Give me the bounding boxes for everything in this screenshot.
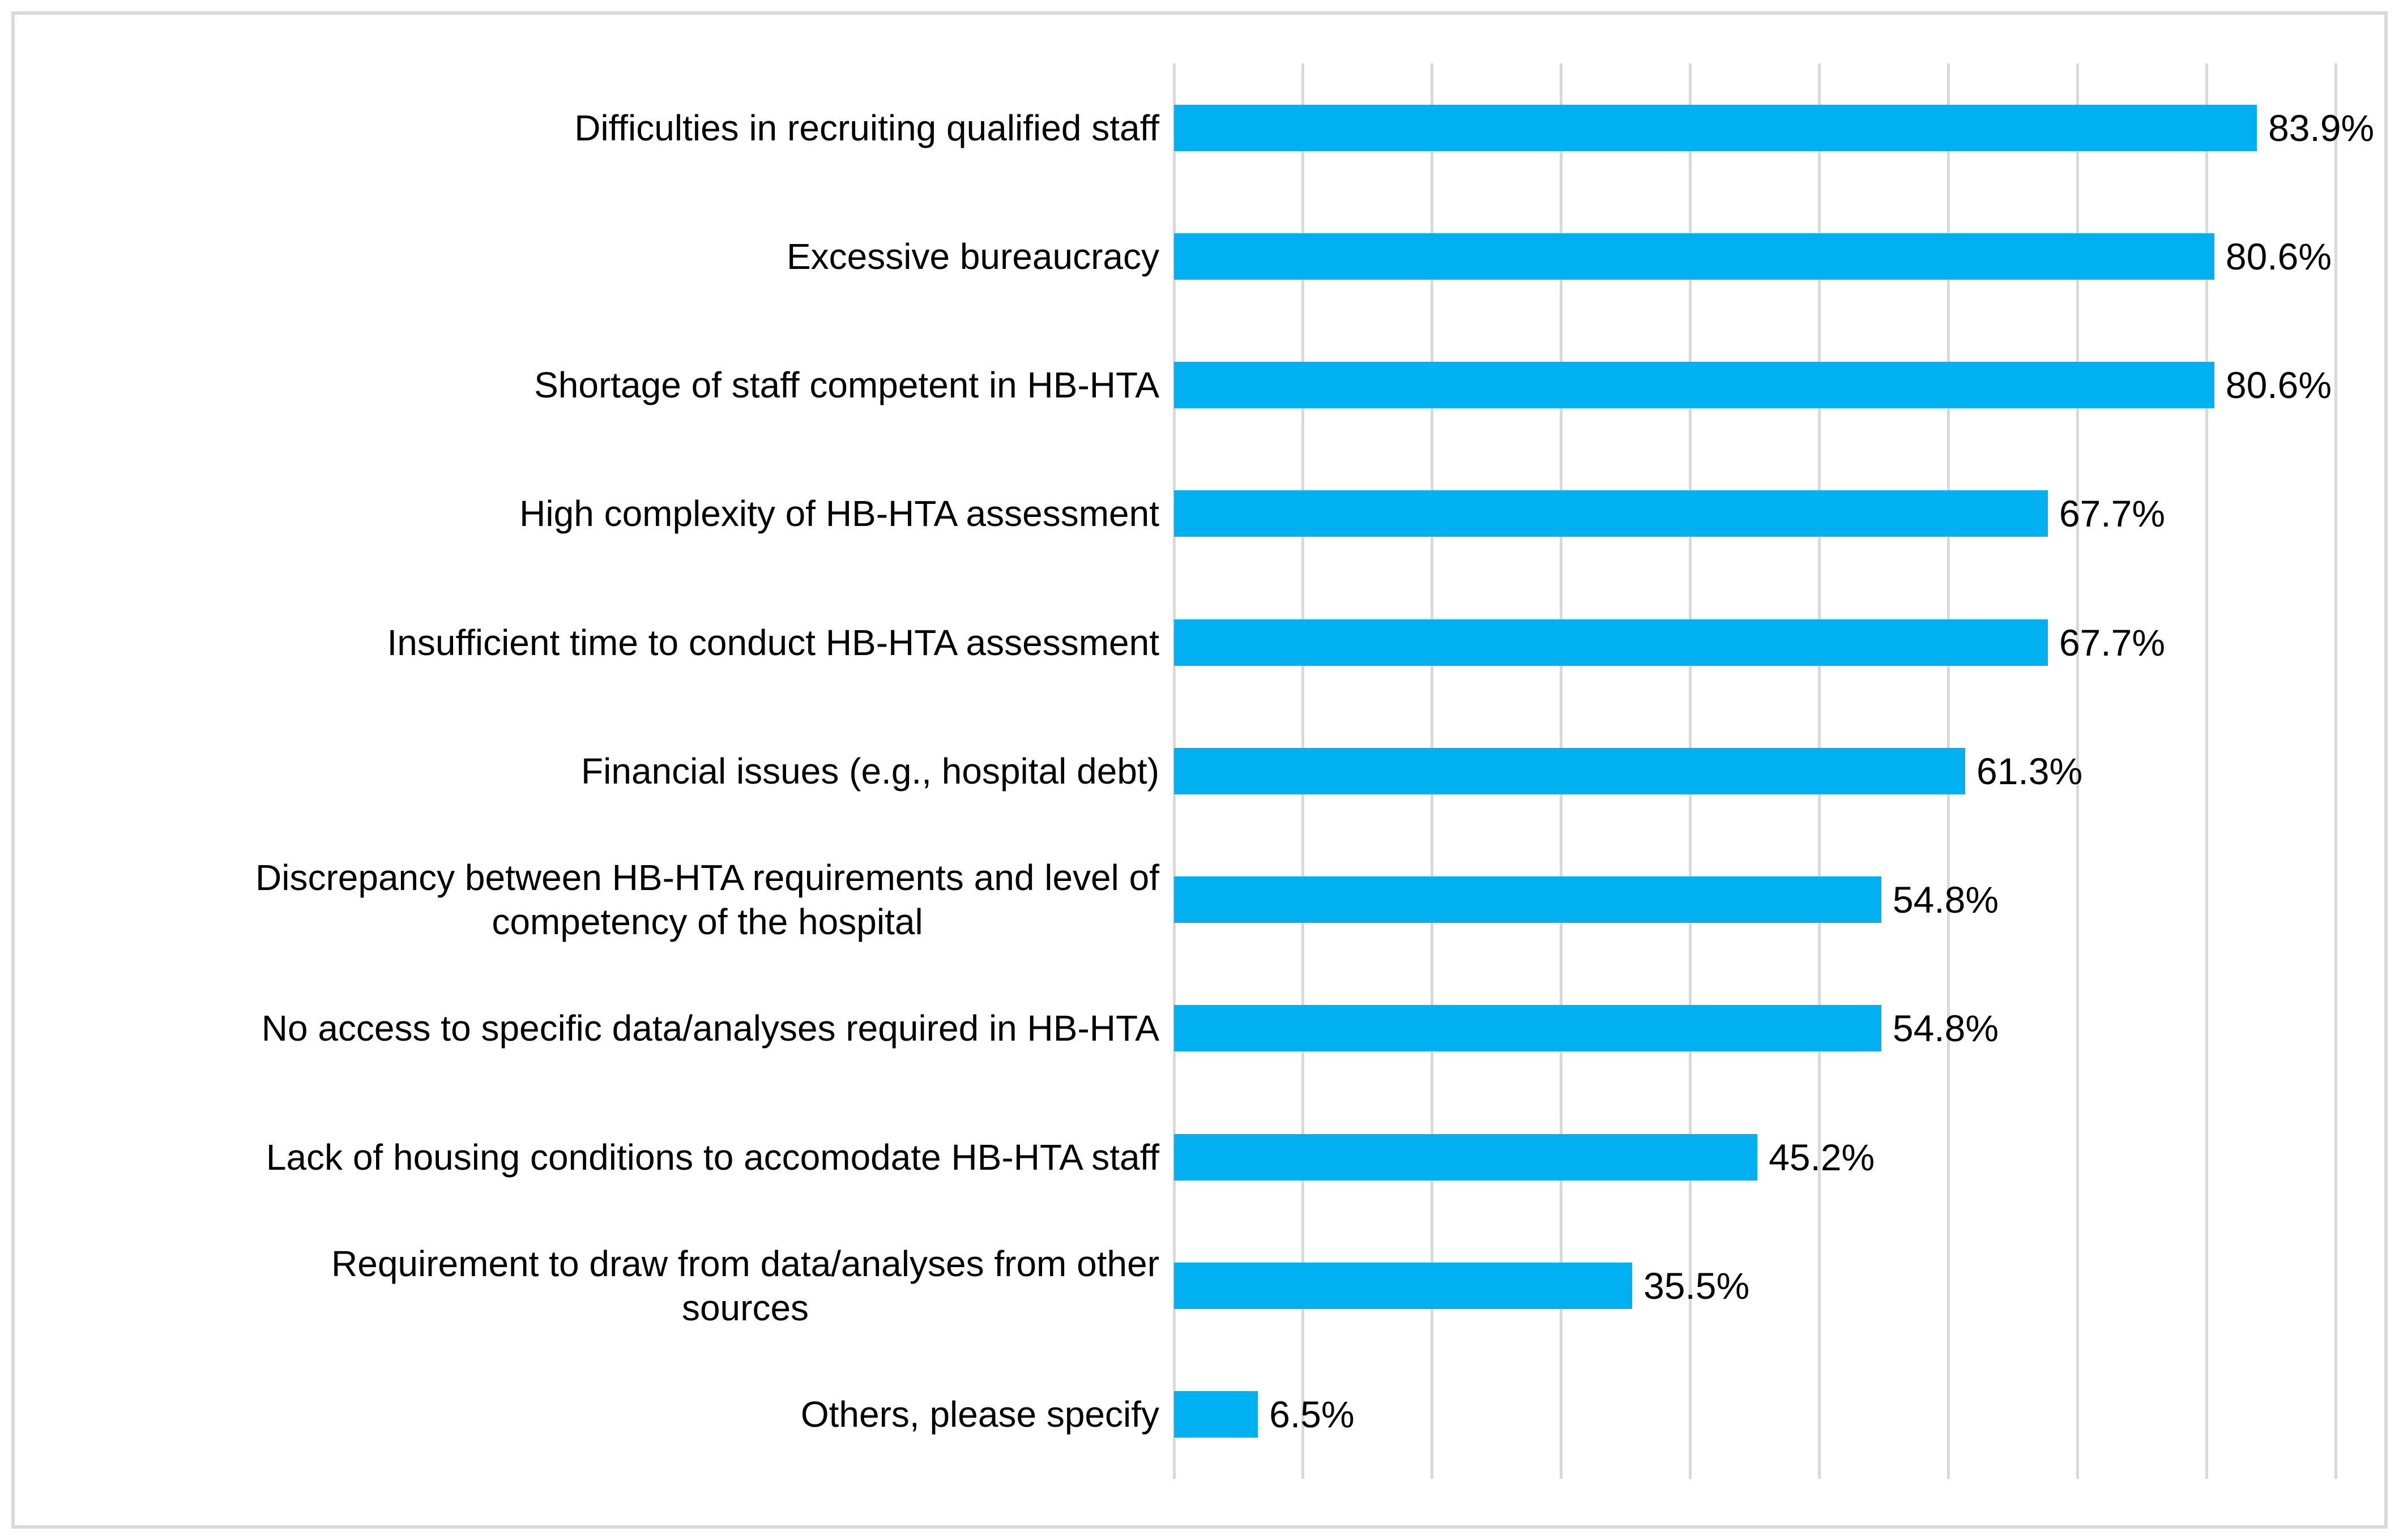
bar <box>1174 619 2048 666</box>
category-label-cell: Insufficient time to conduct HB-HTA asse… <box>15 621 1174 665</box>
gridline-90pct <box>2334 63 2337 1479</box>
value-label: 54.8% <box>1892 1007 1999 1050</box>
category-label-cell: Lack of housing conditions to accomodate… <box>15 1135 1174 1179</box>
chart-row: Financial issues (e.g., hospital debt) 6… <box>15 707 2384 835</box>
gridline-70pct <box>2076 63 2079 1479</box>
bar <box>1174 490 2048 537</box>
bar-area: 80.6% <box>1174 321 2384 450</box>
bar <box>1174 104 2257 151</box>
value-label: 54.8% <box>1892 879 1999 921</box>
bar <box>1174 1391 1258 1438</box>
value-label: 80.6% <box>2225 364 2332 407</box>
chart-row: Difficulties in recruiting qualified sta… <box>15 63 2384 192</box>
category-label: Difficulties in recruiting qualified sta… <box>574 107 1159 148</box>
category-label-cell: High complexity of HB-HTA assessment <box>15 491 1174 536</box>
bar <box>1174 1133 1758 1180</box>
bar-area: 6.5% <box>1174 1350 2384 1479</box>
bar-area: 54.8% <box>1174 964 2384 1093</box>
chart-row: Discrepancy between HB-HTA requirements … <box>15 836 2384 964</box>
category-label-cell: Difficulties in recruiting qualified sta… <box>15 106 1174 150</box>
category-label: Insufficient time to conduct HB-HTA asse… <box>387 622 1159 663</box>
bar <box>1174 1005 1881 1052</box>
gridline-80pct <box>2205 63 2208 1479</box>
chart-row: Shortage of staff competent in HB-HTA 80… <box>15 321 2384 450</box>
bar-area: 67.7% <box>1174 450 2384 578</box>
bar-area: 45.2% <box>1174 1093 2384 1221</box>
chart-row: No access to specific data/analyses requ… <box>15 964 2384 1093</box>
category-label-cell: Requirement to draw from data/analyses f… <box>15 1242 1174 1330</box>
category-label-cell: No access to specific data/analyses requ… <box>15 1006 1174 1050</box>
category-label-cell: Discrepancy between HB-HTA requirements … <box>15 855 1174 944</box>
chart-canvas: Difficulties in recruiting qualified sta… <box>15 15 2384 1525</box>
value-label: 83.9% <box>2268 106 2375 149</box>
bar <box>1174 362 2214 409</box>
value-label: 45.2% <box>1769 1136 1875 1178</box>
category-label: Discrepancy between HB-HTA requirements … <box>255 857 1159 943</box>
category-label-cell: Others, please specify <box>15 1392 1174 1436</box>
bar-rows: Difficulties in recruiting qualified sta… <box>15 63 2384 1479</box>
chart-frame: Difficulties in recruiting qualified sta… <box>11 11 2388 1529</box>
bar <box>1174 233 2214 280</box>
category-label: High complexity of HB-HTA assessment <box>519 493 1159 534</box>
bar <box>1174 1263 1633 1310</box>
bar-area: 80.6% <box>1174 192 2384 320</box>
bar-area: 35.5% <box>1174 1221 2384 1350</box>
value-label: 80.6% <box>2225 235 2332 277</box>
chart-row: Requirement to draw from data/analyses f… <box>15 1221 2384 1350</box>
value-label: 35.5% <box>1644 1265 1750 1307</box>
value-label: 6.5% <box>1269 1393 1355 1436</box>
bar-area: 67.7% <box>1174 578 2384 707</box>
category-label: Financial issues (e.g., hospital debt) <box>581 750 1159 792</box>
value-label: 67.7% <box>2059 493 2166 535</box>
category-label-cell: Shortage of staff competent in HB-HTA <box>15 363 1174 407</box>
bar-area: 61.3% <box>1174 707 2384 835</box>
category-label: Shortage of staff competent in HB-HTA <box>534 365 1159 406</box>
value-label: 67.7% <box>2059 621 2166 664</box>
category-label: No access to specific data/analyses requ… <box>261 1008 1159 1049</box>
bar <box>1174 876 1881 923</box>
bar <box>1174 747 1966 794</box>
bar-area: 83.9% <box>1174 63 2384 192</box>
chart-row: Excessive bureaucracy 80.6% <box>15 192 2384 320</box>
bar-area: 54.8% <box>1174 836 2384 964</box>
category-label-cell: Financial issues (e.g., hospital debt) <box>15 749 1174 793</box>
category-label: Excessive bureaucracy <box>786 236 1159 277</box>
value-label: 61.3% <box>1977 750 2083 792</box>
category-label: Others, please specify <box>800 1394 1159 1435</box>
category-label: Lack of housing conditions to accomodate… <box>266 1136 1159 1178</box>
chart-row: High complexity of HB-HTA assessment 67.… <box>15 450 2384 578</box>
category-label-cell: Excessive bureaucracy <box>15 234 1174 279</box>
category-label: Requirement to draw from data/analyses f… <box>331 1243 1159 1329</box>
chart-row: Lack of housing conditions to accomodate… <box>15 1093 2384 1221</box>
chart-row: Others, please specify 6.5% <box>15 1350 2384 1479</box>
chart-row: Insufficient time to conduct HB-HTA asse… <box>15 578 2384 707</box>
